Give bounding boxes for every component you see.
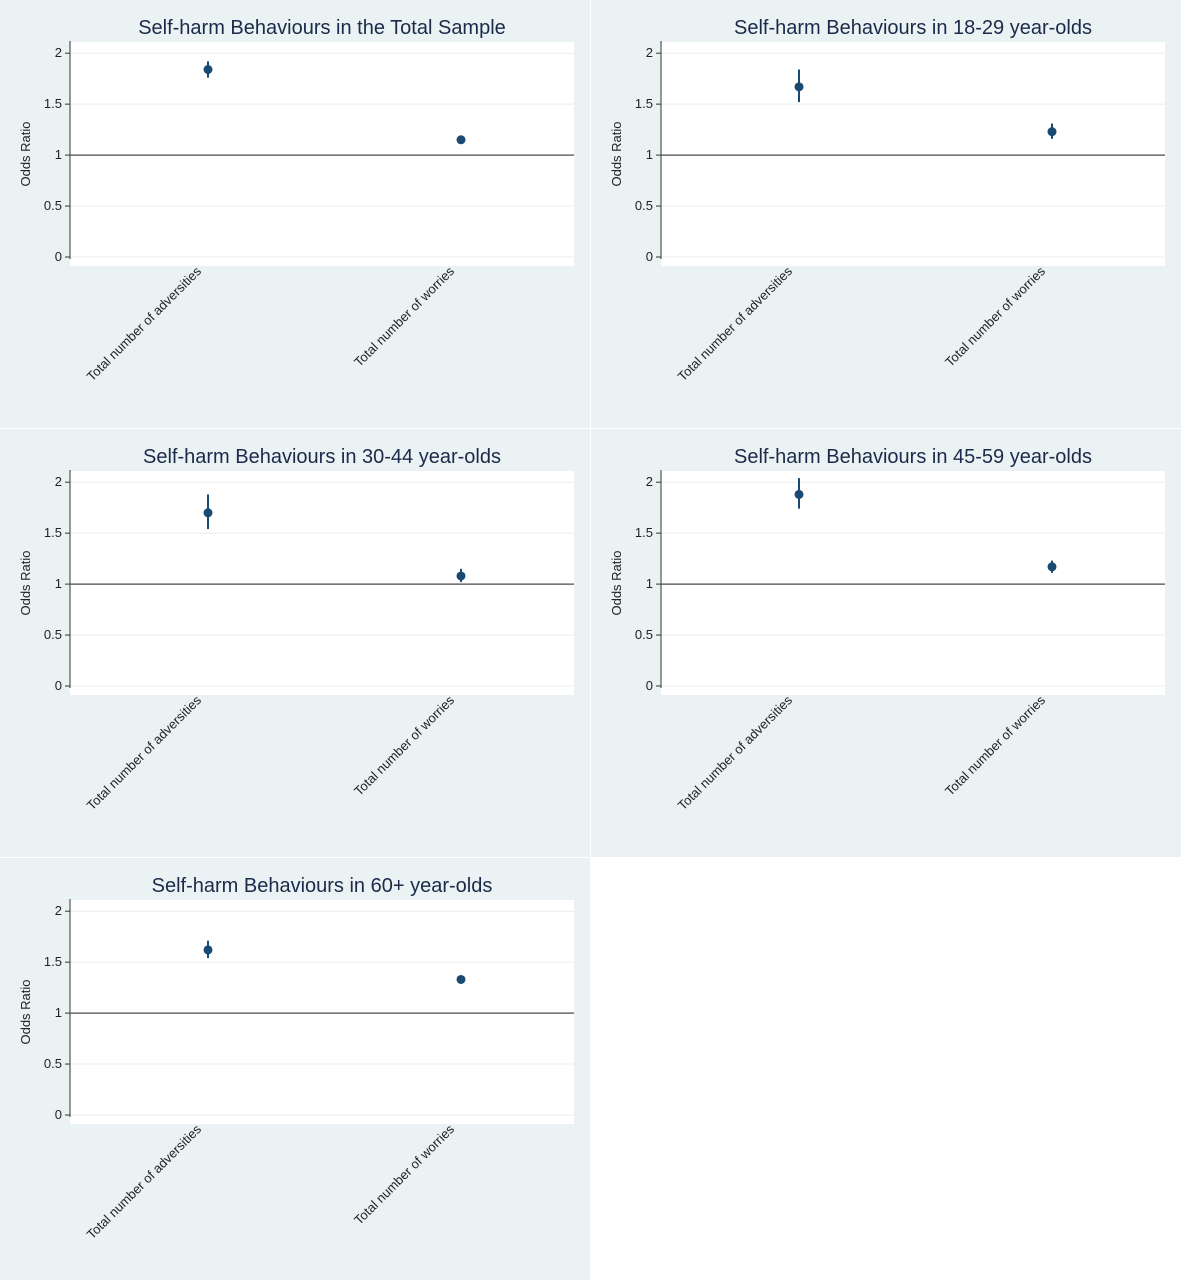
- plot-area: [70, 471, 574, 695]
- chart-svg: Self-harm Behaviours in 30-44 year-olds 0…: [0, 429, 590, 857]
- y-tick-label: 1.5: [635, 525, 653, 540]
- y-axis-label: Odds Ratio: [18, 121, 33, 186]
- y-tick-label: 0.5: [635, 627, 653, 642]
- point-marker: [203, 945, 213, 955]
- y-tick-label: 1.5: [44, 525, 62, 540]
- point-marker: [456, 135, 466, 145]
- chart-panel-18-29: Self-harm Behaviours in 18-29 year-olds 0…: [591, 0, 1181, 428]
- point-marker: [1047, 562, 1057, 572]
- y-tick-label: 1.5: [635, 96, 653, 111]
- plot-area: [661, 42, 1165, 266]
- y-tick-label: 2: [55, 903, 62, 918]
- y-tick-label: 1.5: [44, 954, 62, 969]
- chart-panel-45-59: Self-harm Behaviours in 45-59 year-olds 0…: [591, 429, 1181, 857]
- y-tick-label: 1: [55, 1005, 62, 1020]
- y-tick-label: 1: [646, 576, 653, 591]
- y-tick-label: 0.5: [44, 627, 62, 642]
- plot-area: [661, 471, 1165, 695]
- point-marker: [1047, 127, 1057, 137]
- chart-title: Self-harm Behaviours in 18-29 year-olds: [734, 17, 1092, 39]
- chart-panel-30-44: Self-harm Behaviours in 30-44 year-olds 0…: [0, 429, 590, 857]
- chart-title: Self-harm Behaviours in 45-59 year-olds: [734, 446, 1092, 468]
- y-tick-label: 2: [55, 45, 62, 60]
- point-marker: [794, 82, 804, 92]
- y-tick-label: 2: [55, 474, 62, 489]
- plot-area: [70, 900, 574, 1124]
- y-tick-label: 0.5: [635, 198, 653, 213]
- y-axis-label: Odds Ratio: [18, 550, 33, 615]
- chart-svg: Self-harm Behaviours in 45-59 year-olds 0…: [591, 429, 1181, 857]
- y-axis-label: Odds Ratio: [609, 121, 624, 186]
- point-marker: [203, 64, 213, 74]
- y-axis-label: Odds Ratio: [609, 550, 624, 615]
- point-marker: [794, 489, 804, 499]
- y-tick-label: 2: [646, 474, 653, 489]
- y-tick-label: 0: [646, 678, 653, 693]
- chart-svg: Self-harm Behaviours in the Total Sample…: [0, 0, 590, 428]
- y-tick-label: 0: [55, 678, 62, 693]
- y-tick-label: 2: [646, 45, 653, 60]
- y-axis-label: Odds Ratio: [18, 979, 33, 1044]
- point-marker: [456, 571, 466, 581]
- y-tick-label: 0: [646, 249, 653, 264]
- y-tick-label: 0: [55, 249, 62, 264]
- y-tick-label: 0: [55, 1107, 62, 1122]
- y-tick-label: 1.5: [44, 96, 62, 111]
- chart-panel-total-sample: Self-harm Behaviours in the Total Sample…: [0, 0, 590, 428]
- chart-title: Self-harm Behaviours in 30-44 year-olds: [143, 446, 501, 468]
- y-tick-label: 0.5: [44, 1056, 62, 1071]
- y-tick-label: 0.5: [44, 198, 62, 213]
- chart-svg: Self-harm Behaviours in 60+ year-olds 0 0.…: [0, 858, 590, 1280]
- point-marker: [456, 974, 466, 984]
- chart-title: Self-harm Behaviours in the Total Sample: [138, 17, 506, 39]
- chart-panel-60-plus: Self-harm Behaviours in 60+ year-olds 0 0.…: [0, 858, 590, 1280]
- y-tick-label: 1: [646, 147, 653, 162]
- y-tick-label: 1: [55, 576, 62, 591]
- y-tick-label: 1: [55, 147, 62, 162]
- plot-area: [70, 42, 574, 266]
- point-marker: [203, 508, 213, 518]
- chart-svg: Self-harm Behaviours in 18-29 year-olds 0…: [591, 0, 1181, 428]
- chart-title: Self-harm Behaviours in 60+ year-olds: [152, 875, 493, 897]
